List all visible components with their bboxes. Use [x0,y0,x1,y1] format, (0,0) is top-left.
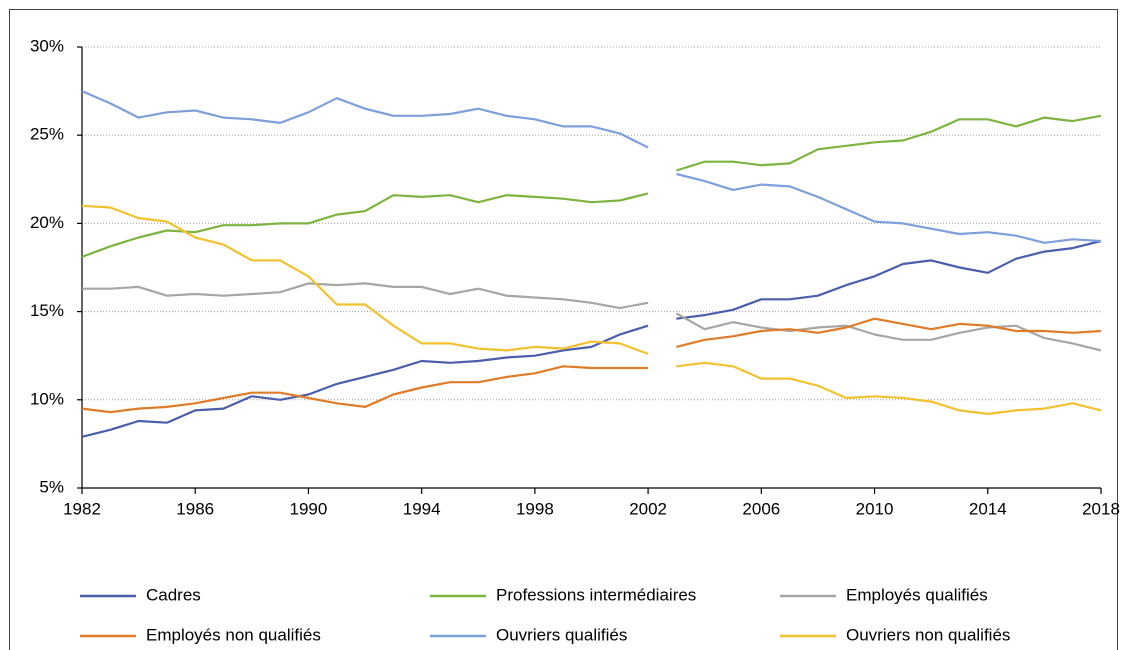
legend-label: Employés non qualifiés [146,625,321,644]
series-line [82,282,1102,352]
y-tick-label: 15% [30,301,64,320]
x-tick-label: 1994 [403,499,441,518]
x-tick-label: 2018 [1082,499,1120,518]
series-line [81,114,1102,258]
x-tick-label: 2014 [969,499,1007,518]
x-tick-label: 2010 [856,499,894,518]
x-tick-label: 2002 [629,499,667,518]
legend-label: Professions intermédiaires [496,585,696,604]
legend-label: Ouvriers qualifiés [496,625,627,644]
chart-frame [9,9,1118,650]
x-tick-label: 1990 [290,499,328,518]
x-tick-label: 1986 [176,499,214,518]
y-tick-label: 5% [39,477,64,496]
x-tick-label: 1998 [516,499,554,518]
y-tick-label: 25% [30,125,64,144]
series-line [81,90,1102,244]
legend-label: Cadres [146,585,201,604]
y-tick-label: 30% [30,36,64,55]
y-tick-label: 10% [30,389,64,408]
legend-label: Employés qualifiés [846,585,988,604]
series-line [81,239,1102,438]
y-tick-label: 20% [30,213,64,232]
x-tick-label: 2006 [742,499,780,518]
legend-label: Ouvriers non qualifiés [846,625,1010,644]
series-line [81,204,1102,415]
x-tick-label: 1982 [63,499,101,518]
series-line [81,317,1102,414]
